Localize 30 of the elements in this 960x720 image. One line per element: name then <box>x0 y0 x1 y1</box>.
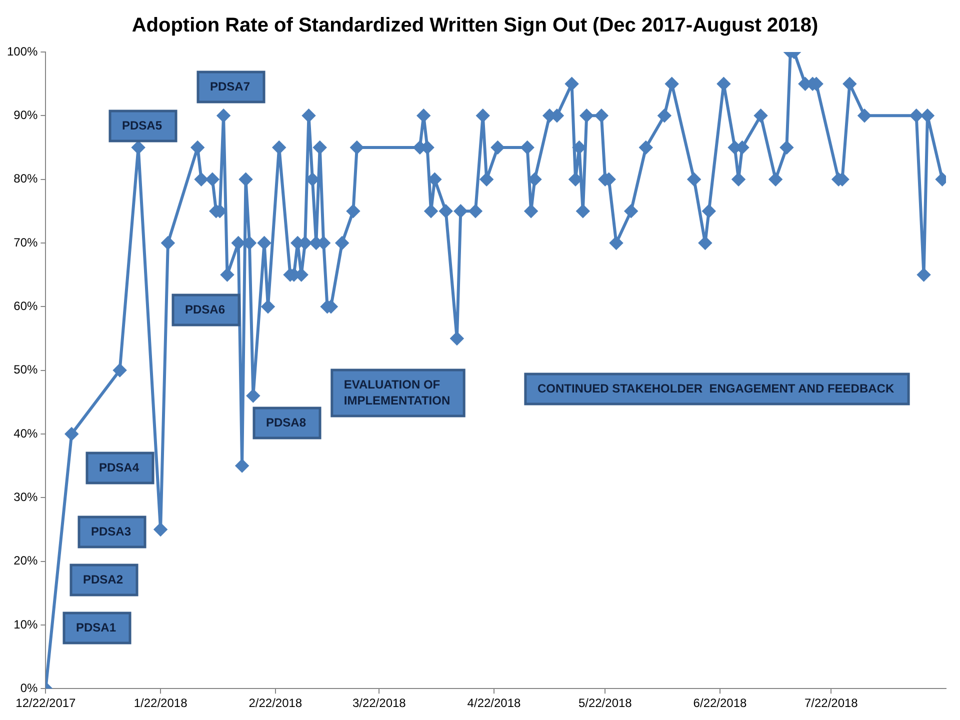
annotation: PDSA6 <box>184 302 226 316</box>
annotation: PDSA2 <box>82 572 124 586</box>
y-tick-label: 40% <box>14 426 38 440</box>
annotation: PDSA7 <box>210 79 250 94</box>
x-tick-label: 3/22/2018 <box>352 696 406 710</box>
y-tick-label: 70% <box>14 235 38 250</box>
chart-title: Adoption Rate of Standardized Written Sign Out (Dec 2017-August 2018) <box>132 14 818 37</box>
annotation: PDSA4 <box>98 460 140 474</box>
y-tick-label: 0% <box>20 680 38 695</box>
y-tick-label: 100% <box>6 44 38 58</box>
y-tick-label: 60% <box>14 298 38 313</box>
x-tick-label: 4/22/2018 <box>467 696 522 710</box>
annotation: PDSA1 <box>76 620 116 634</box>
x-tick-label: 6/22/2018 <box>693 696 748 710</box>
x-tick-label: 5/22/2018 <box>578 696 632 710</box>
y-tick-label: 10% <box>14 617 38 632</box>
annotation: CONTINUED STAKEHOLDER ENGAGEMENT AND FEEDBACK <box>537 381 894 396</box>
annotation: PDSA8 <box>266 415 306 430</box>
annotation: EVALUATION OF IMPLEMENTATION <box>344 377 450 408</box>
annotation: PDSA3 <box>90 524 132 538</box>
x-tick-label: 2/22/2018 <box>248 696 302 710</box>
y-tick-label: 50% <box>14 362 38 377</box>
y-tick-label: 20% <box>14 554 38 568</box>
annotation: PDSA5 <box>122 118 162 132</box>
x-tick-label: 7/22/2018 <box>804 696 858 710</box>
x-tick-label: 12/22/2017 <box>16 696 76 710</box>
y-tick-label: 80% <box>14 172 38 186</box>
y-tick-label: 30% <box>14 490 38 504</box>
y-tick-label: 90% <box>14 108 38 122</box>
x-tick-label: 1/22/2018 <box>134 696 188 710</box>
